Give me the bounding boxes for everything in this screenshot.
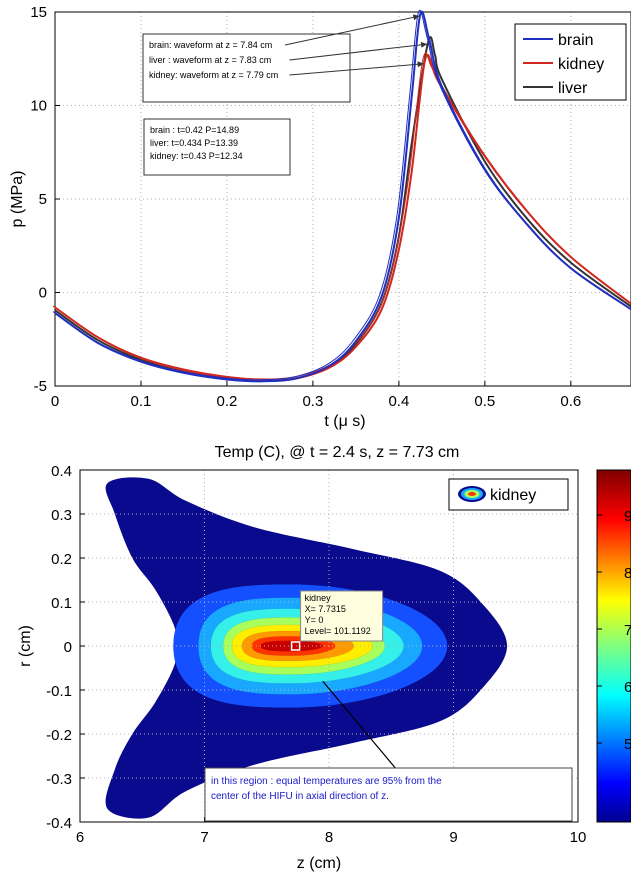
- annotation-arrow: [289, 43, 428, 61]
- region-note: in this region : equal temperatures are …: [204, 680, 573, 822]
- x-tick-label: 0.1: [131, 393, 152, 410]
- peak-info-line: brain : t=0.42 P=14.89: [150, 125, 239, 135]
- x-tick-label: 9: [449, 829, 457, 846]
- colorbar: 9 8 7 6 5: [596, 469, 631, 823]
- x-tick-label: 0.2: [217, 393, 238, 410]
- colorbar-tick-label: 9: [624, 508, 631, 525]
- x-tick-label: 8: [325, 829, 333, 846]
- x-tick-label: 7: [200, 829, 208, 846]
- bottom-chart: Temp (C), @ t = 2.4 s, z = 7.73 cm 6 7 8 9 10…: [17, 444, 586, 872]
- y-tick-label: 0.1: [51, 595, 72, 612]
- annotation-text: brain: waveform at z = 7.84 cm: [149, 40, 272, 50]
- x-tick-label: 0.6: [560, 393, 581, 410]
- peak-info-line: kidney: t=0.43 P=12.34: [150, 151, 243, 161]
- x-tick-label: 0: [51, 393, 59, 410]
- y-tick-label: 5: [39, 191, 47, 208]
- legend-label-liver: liver: [558, 80, 588, 97]
- y-tick-label: 10: [30, 98, 47, 115]
- x-axis-label: z (cm): [297, 855, 341, 872]
- annotation-box: [142, 33, 351, 103]
- colorbar-tick-label: 5: [624, 736, 631, 753]
- annotation-text: kidney: waveform at z = 7.79 cm: [149, 70, 278, 80]
- x-tick-label: 10: [570, 829, 587, 846]
- peak-info-box: [143, 118, 291, 176]
- datatip-line: X= 7.7315: [305, 604, 346, 614]
- datatip-line: Level= 101.1192: [305, 626, 371, 636]
- series-kidney-trace: [52, 52, 630, 380]
- series-kidney: [54, 53, 631, 382]
- y-tick-label: -0.3: [46, 771, 72, 788]
- note-line: center of the HIFU in axial direction of…: [211, 791, 389, 802]
- y-tick-label: -0.2: [46, 727, 72, 744]
- legend-top: brain kidney liver: [514, 23, 627, 101]
- annotation-arrowhead: [412, 14, 420, 21]
- annotation-arrowhead: [420, 41, 428, 48]
- y-tick-label: 0.4: [51, 463, 72, 480]
- x-tick-label: 0.4: [388, 393, 409, 410]
- x-tick-label: 0.3: [302, 393, 323, 410]
- colorbar-gradient: [596, 469, 631, 823]
- annotation-arrow: [284, 15, 420, 46]
- axes-box-top: [54, 11, 631, 387]
- y-tick-label: -0.1: [46, 683, 72, 700]
- axes-box-bottom: [79, 469, 579, 823]
- y-tick-label: 0: [39, 285, 47, 302]
- y-axis-label: p (MPa): [9, 171, 26, 228]
- datatip-box: [300, 590, 384, 642]
- y-tick-label: -5: [34, 378, 47, 395]
- y-tick-label: 0: [64, 639, 72, 656]
- y-tick-label: 0.2: [51, 551, 72, 568]
- colorbar-tick-label: 7: [624, 622, 631, 639]
- chart-title: Temp (C), @ t = 2.4 s, z = 7.73 cm: [215, 444, 460, 461]
- waveform-annotations: brain: waveform at z = 7.84 cm liver : wa…: [142, 14, 428, 103]
- y-axis-label: r (cm): [17, 625, 34, 667]
- datatip-marker: [290, 641, 301, 651]
- annotation-arrowhead: [417, 61, 424, 68]
- x-axis-label: t (μ s): [324, 413, 365, 430]
- note-arrow: [322, 680, 405, 779]
- x-tick-label: 6: [76, 829, 84, 846]
- legend-label-brain: brain: [558, 32, 594, 49]
- legend-bottom: kidney: [448, 478, 569, 511]
- x-tick-label: 0.5: [474, 393, 495, 410]
- datatip-line: Y= 0: [305, 615, 324, 625]
- legend-contour-icon: [468, 492, 476, 496]
- datatip-line: kidney: [305, 593, 332, 603]
- y-tick-label: 0.3: [51, 507, 72, 524]
- legend-label-kidney: kidney: [490, 487, 536, 504]
- series-brain-trace: [52, 9, 630, 381]
- annotation-arrow: [289, 63, 424, 76]
- note-line: in this region : equal temperatures are …: [211, 776, 442, 787]
- note-box: [204, 767, 573, 822]
- peak-info: brain : t=0.42 P=14.89 liver: t=0.434 P=1…: [143, 118, 291, 176]
- y-tick-label: -0.4: [46, 815, 72, 832]
- series-brain: [54, 10, 631, 383]
- colorbar-tick-label: 8: [624, 565, 631, 582]
- peak-info-line: liver: t=0.434 P=13.39: [150, 138, 238, 148]
- colorbar-tick-label: 6: [624, 679, 631, 696]
- legend-label-kidney: kidney: [558, 56, 604, 73]
- y-tick-label: 15: [30, 4, 47, 21]
- annotation-text: liver : waveform at z = 7.83 cm: [149, 55, 271, 65]
